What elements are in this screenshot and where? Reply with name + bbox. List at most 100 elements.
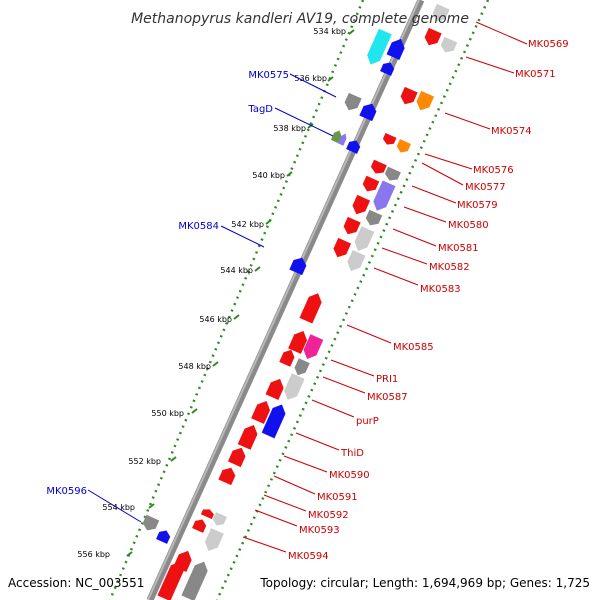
gene-label-mk0575[interactable]: MK0575 <box>248 70 289 81</box>
gene-label-mk0582[interactable]: MK0582 <box>429 262 470 273</box>
gene-feature[interactable] <box>156 528 172 544</box>
accession-text: Accession: NC_003551 <box>8 576 144 590</box>
gene-feature[interactable] <box>364 209 383 228</box>
gene-label-mk0591[interactable]: MK0591 <box>317 492 358 503</box>
gene-feature[interactable] <box>331 237 352 260</box>
gene-feature[interactable] <box>265 376 287 400</box>
gene-feature[interactable] <box>289 255 308 276</box>
gene-feature[interactable] <box>369 159 387 177</box>
gene-feature[interactable] <box>330 129 343 144</box>
gene-label-mk0593[interactable]: MK0593 <box>299 525 340 536</box>
backbone <box>146 0 425 600</box>
gene-label-mk0590[interactable]: MK0590 <box>329 470 370 481</box>
gene-feature[interactable] <box>395 139 411 155</box>
gene-feature[interactable] <box>341 216 361 237</box>
leader-line <box>263 494 307 512</box>
gene-feature[interactable] <box>181 559 210 600</box>
gene-label-mk0596[interactable]: MK0596 <box>46 486 87 497</box>
gene-feature[interactable] <box>381 132 397 147</box>
tick-labels: 534 kbp 536 kbp 538 kbp 540 kbp 542 kbp … <box>77 27 355 559</box>
gene-feature[interactable] <box>350 194 371 217</box>
gene-feature[interactable] <box>342 92 362 113</box>
gene-feature[interactable] <box>371 180 396 213</box>
gene-feature[interactable] <box>200 507 215 520</box>
gene-feature[interactable] <box>361 175 380 194</box>
gene-feature[interactable] <box>414 90 435 113</box>
tick-label: 552 kbp <box>128 457 161 466</box>
leader-line <box>289 73 337 98</box>
gene-feature[interactable] <box>359 101 378 122</box>
gene-label-mk0580[interactable]: MK0580 <box>448 220 489 231</box>
tick-mark <box>307 123 314 129</box>
gene-label-mk0584[interactable]: MK0584 <box>178 221 219 232</box>
tick-mark <box>327 76 334 82</box>
gene-feature[interactable] <box>292 358 310 377</box>
gene-feature[interactable] <box>281 373 305 402</box>
gene-feature[interactable] <box>439 36 458 55</box>
gene-feature[interactable] <box>261 402 289 439</box>
gene-feature[interactable] <box>422 27 442 48</box>
gene-feature[interactable] <box>383 166 401 184</box>
gene-label-mk0576[interactable]: MK0576 <box>473 165 514 176</box>
backbone-highlight <box>147 0 420 600</box>
tick-label: 548 kbp <box>178 362 211 371</box>
gene-label-pri1[interactable]: PRI1 <box>376 374 398 385</box>
gene-feature[interactable] <box>346 138 362 154</box>
gene-feature[interactable] <box>299 290 325 324</box>
gene-label-thid[interactable]: ThiD <box>340 448 364 459</box>
gene-feature[interactable] <box>211 512 227 528</box>
gene-feature[interactable] <box>386 36 408 60</box>
gene-label-mk0569[interactable]: MK0569 <box>528 39 569 50</box>
leader-line <box>295 432 340 451</box>
gene-feature[interactable] <box>301 334 324 362</box>
gene-feature[interactable] <box>218 465 237 486</box>
gene-feature[interactable] <box>202 528 224 554</box>
tick-label: 544 kbp <box>220 266 253 275</box>
leader-line <box>373 267 419 286</box>
tick-rings <box>108 0 490 600</box>
gene-label-mk0579[interactable]: MK0579 <box>457 200 498 211</box>
gene-feature[interactable] <box>288 328 310 354</box>
gene-feature[interactable] <box>430 3 450 24</box>
gene-feature[interactable] <box>364 28 392 68</box>
gene-label-purp[interactable]: purP <box>356 416 379 427</box>
leader-line <box>392 228 437 247</box>
leader-line <box>403 206 447 223</box>
tick-mark <box>265 219 272 225</box>
tick-label: 550 kbp <box>151 409 184 418</box>
gene-label-mk0592[interactable]: MK0592 <box>308 510 349 521</box>
gene-feature[interactable] <box>398 86 418 107</box>
gene-feature[interactable] <box>352 226 375 254</box>
gene-feature[interactable] <box>227 445 248 468</box>
map-title: Methanopyrus kandleri AV19, complete gen… <box>131 11 469 27</box>
gene-feature[interactable] <box>345 250 366 274</box>
gene-label-mk0594[interactable]: MK0594 <box>288 551 329 562</box>
tick-mark <box>286 171 293 177</box>
gene-label-mk0577[interactable]: MK0577 <box>465 182 506 193</box>
gene-label-mk0571[interactable]: MK0571 <box>515 69 556 80</box>
gene-label-mk0585[interactable]: MK0585 <box>393 342 434 353</box>
gene-label-tagd[interactable]: TagD <box>247 104 273 115</box>
gene-label-mk0583[interactable]: MK0583 <box>420 284 461 295</box>
tick-mark <box>148 503 155 509</box>
gene-feature[interactable] <box>279 347 296 367</box>
genome-summary-text: Topology: circular; Length: 1,694,969 bp… <box>259 576 590 590</box>
gene-feature[interactable] <box>141 514 160 533</box>
tick-mark <box>212 361 219 367</box>
gene-label-mk0587[interactable]: MK0587 <box>367 392 408 403</box>
gene-feature[interactable] <box>237 422 261 450</box>
leader-line <box>346 324 392 344</box>
leader-line <box>311 399 355 418</box>
gene-feature[interactable] <box>192 517 208 533</box>
leader-line <box>424 153 473 170</box>
backbone-line <box>146 0 425 600</box>
gene-feature[interactable] <box>251 398 273 424</box>
gene-label-mk0574[interactable]: MK0574 <box>491 126 532 137</box>
tick-mark <box>126 551 133 557</box>
left-gene-labels: MK0575 TagD MK0584 MK0596 <box>46 70 337 523</box>
gene-feature[interactable] <box>380 60 396 76</box>
gene-feature[interactable] <box>337 132 348 146</box>
tick-label: 534 kbp <box>313 27 346 36</box>
gene-label-mk0581[interactable]: MK0581 <box>438 243 479 254</box>
gene-feature[interactable] <box>157 559 186 600</box>
